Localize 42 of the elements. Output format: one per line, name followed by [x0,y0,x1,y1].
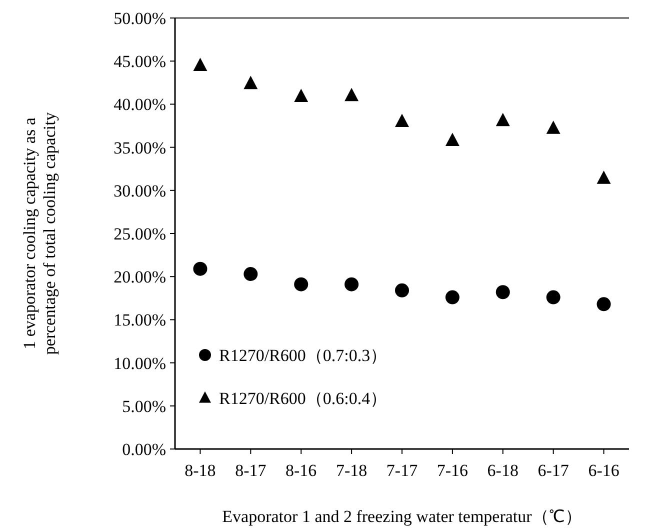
point [344,277,359,292]
point [596,297,611,312]
point [395,114,409,128]
y-tick-label: 5.00% [122,396,166,416]
point [496,285,510,300]
point [193,58,208,72]
y-tick-label: 20.00% [114,268,166,287]
x-tick-label: 6-16 [588,461,620,480]
point [546,120,560,134]
point [445,290,460,304]
x-tick-label: 7-16 [436,461,468,480]
y-tick-label: 50.00% [114,9,166,28]
x-tick-label: 6-18 [487,461,518,480]
point [294,88,308,102]
legend-label: R1270/R600（0.6:0.4） [219,389,388,408]
x-tick-label: 7-18 [336,461,368,480]
point [344,88,359,102]
point [445,132,460,146]
y-axis-title: 1 evaporator cooling capacity as a percentage of total cooling capacity [20,112,59,355]
x-tick-label: 8-17 [235,461,267,480]
point [294,277,308,292]
x-axis-title: Evaporator 1 and 2 freezing water temperatur（℃） [222,507,582,526]
x-tick-label: 8-16 [286,461,317,480]
y-tick-label: 30.00% [114,181,166,200]
y-tick-label: 15.00% [114,310,166,330]
y-tick-label: 0.00% [122,440,166,459]
y-tick-label: 35.00% [114,138,166,158]
point [395,283,409,298]
point [496,112,510,126]
x-tick-label: 7-17 [386,461,418,480]
x-tick-label: 8-18 [184,461,216,480]
point [244,76,258,90]
y-tick-label: 10.00% [114,354,166,373]
y-tick-label: 25.00% [114,224,166,244]
y-tick-label: 40.00% [114,95,166,114]
point [546,290,560,304]
point [596,170,611,184]
x-tick-label: 6-17 [538,461,570,480]
point [193,262,208,276]
legend-label: R1270/R600（0.7:0.3） [219,346,388,365]
point [244,267,258,282]
y-tick-label: 45.00% [114,52,166,72]
